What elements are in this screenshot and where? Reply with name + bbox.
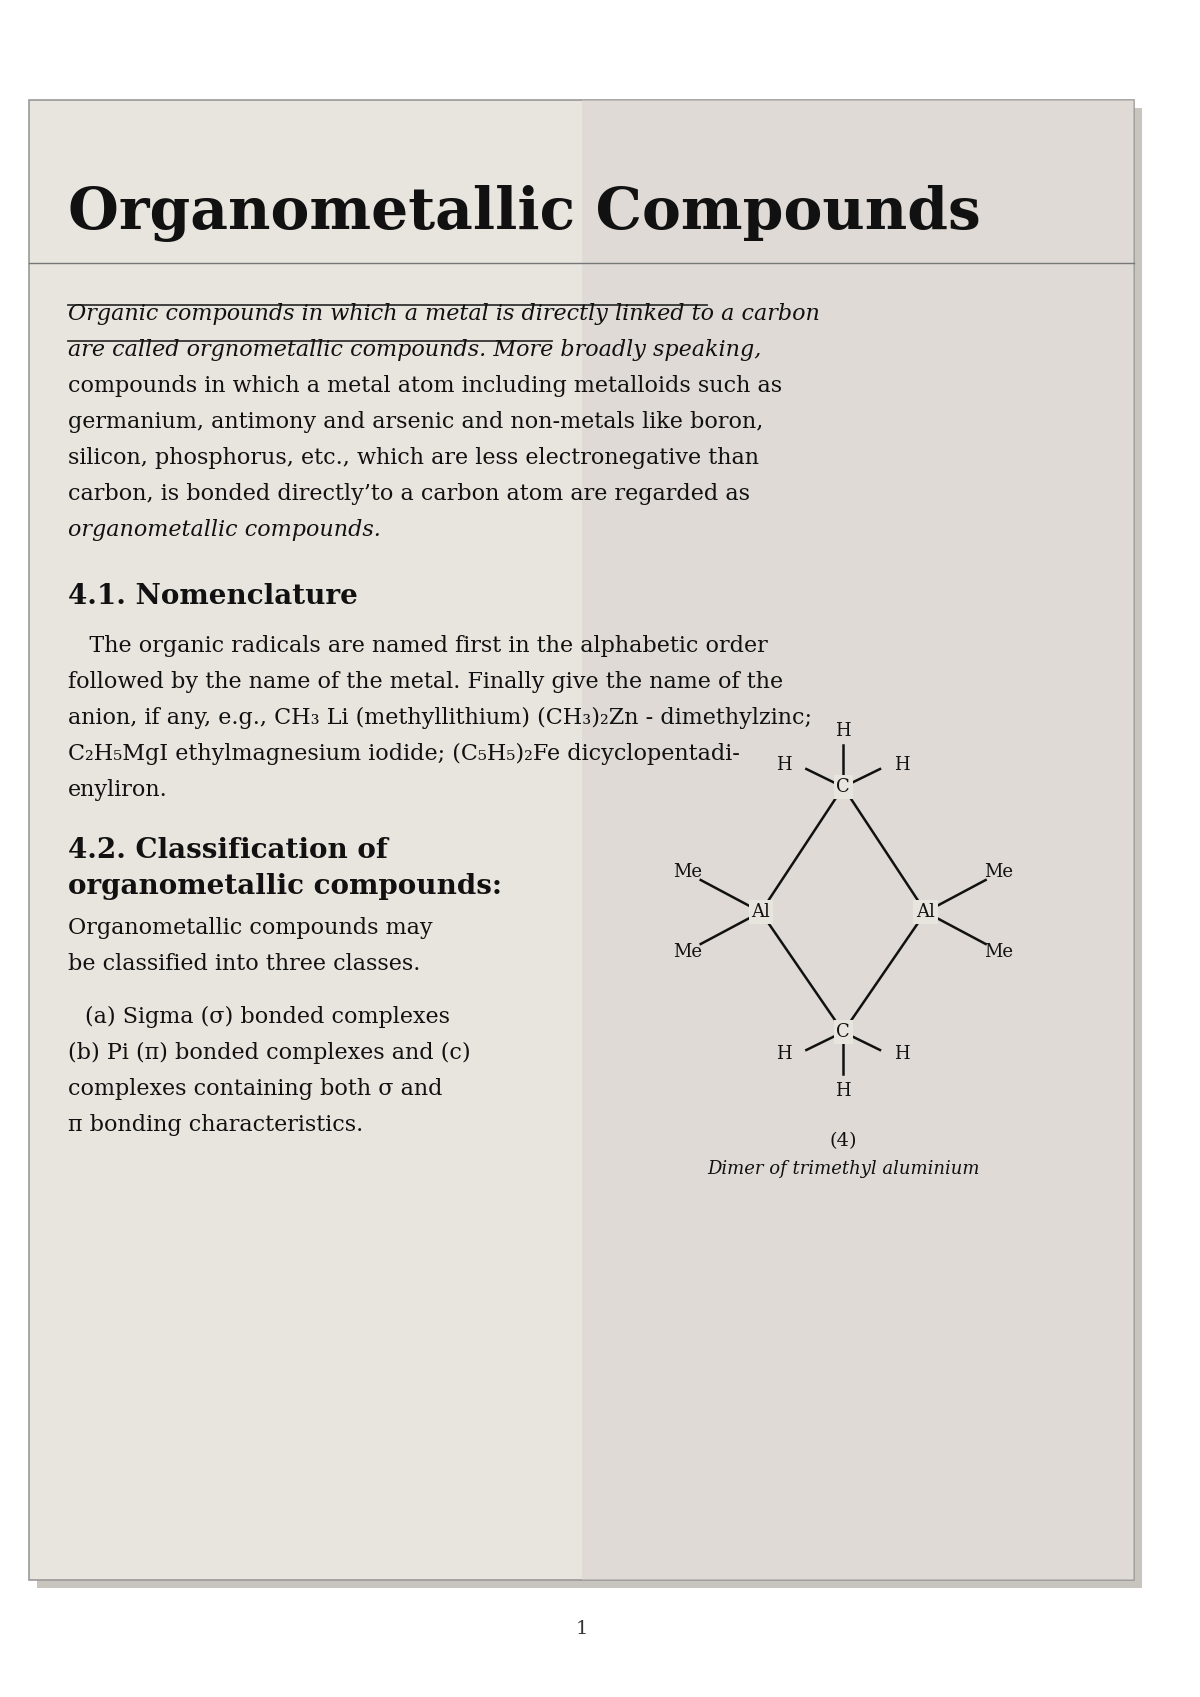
Text: 4.1. Nomenclature: 4.1. Nomenclature	[68, 584, 358, 609]
Text: C₂H₅MgI ethylmagnesium iodide; (C₅H₅)₂Fe dicyclopentadi-: C₂H₅MgI ethylmagnesium iodide; (C₅H₅)₂Fe…	[68, 743, 739, 765]
Text: H: H	[776, 755, 792, 774]
Text: Organometallic compounds may: Organometallic compounds may	[68, 916, 432, 938]
Text: complexes containing both σ and: complexes containing both σ and	[68, 1078, 443, 1100]
Text: Organic compounds in which a metal is directly linked to a carbon: Organic compounds in which a metal is di…	[68, 304, 820, 326]
Text: germanium, antimony and arsenic and non-metals like boron,: germanium, antimony and arsenic and non-…	[68, 411, 763, 433]
Text: H: H	[894, 755, 910, 774]
Text: π bonding characteristics.: π bonding characteristics.	[68, 1113, 364, 1135]
Text: C: C	[836, 777, 850, 796]
Text: silicon, phosphorus, etc., which are less electronegative than: silicon, phosphorus, etc., which are les…	[68, 446, 758, 468]
Text: organometallic compounds:: organometallic compounds:	[68, 872, 502, 899]
Text: 1: 1	[575, 1621, 588, 1638]
Text: Me: Me	[984, 944, 1013, 961]
Text: (4): (4)	[829, 1132, 857, 1151]
Text: H: H	[894, 1045, 910, 1062]
Text: Me: Me	[673, 864, 703, 881]
Text: 4.2. Classification of: 4.2. Classification of	[68, 837, 388, 864]
Text: Dimer of trimethyl aluminium: Dimer of trimethyl aluminium	[707, 1161, 979, 1178]
Text: The organic radicals are named first in the alphabetic order: The organic radicals are named first in …	[68, 635, 768, 657]
Text: H: H	[835, 721, 851, 740]
Text: organometallic compounds.: organometallic compounds.	[68, 519, 380, 541]
Text: Me: Me	[984, 864, 1013, 881]
FancyBboxPatch shape	[582, 100, 1134, 1580]
Text: followed by the name of the metal. Finally give the name of the: followed by the name of the metal. Final…	[68, 670, 782, 692]
FancyBboxPatch shape	[29, 100, 1134, 1580]
Text: are called orgnometallic compounds. More broadly speaking,: are called orgnometallic compounds. More…	[68, 339, 761, 361]
Text: anion, if any, e.g., CH₃ Li (methyllithium) (CH₃)₂Zn - dimethylzinc;: anion, if any, e.g., CH₃ Li (methyllithi…	[68, 708, 812, 730]
Text: enyliron.: enyliron.	[68, 779, 168, 801]
Text: carbon, is bonded directly’to a carbon atom are regarded as: carbon, is bonded directly’to a carbon a…	[68, 484, 750, 506]
Text: C: C	[836, 1023, 850, 1040]
Text: (b) Pi (π) bonded complexes and (c): (b) Pi (π) bonded complexes and (c)	[68, 1042, 470, 1064]
Text: Me: Me	[673, 944, 703, 961]
Text: be classified into three classes.: be classified into three classes.	[68, 954, 420, 976]
Text: Organometallic Compounds: Organometallic Compounds	[68, 185, 980, 243]
Text: H: H	[835, 1083, 851, 1100]
Text: H: H	[776, 1045, 792, 1062]
Text: compounds in which a metal atom including metalloids such as: compounds in which a metal atom includin…	[68, 375, 782, 397]
Text: (a) Sigma (σ) bonded complexes: (a) Sigma (σ) bonded complexes	[85, 1006, 450, 1028]
Text: Al: Al	[751, 903, 770, 921]
FancyBboxPatch shape	[37, 109, 1141, 1588]
Text: Al: Al	[916, 903, 935, 921]
